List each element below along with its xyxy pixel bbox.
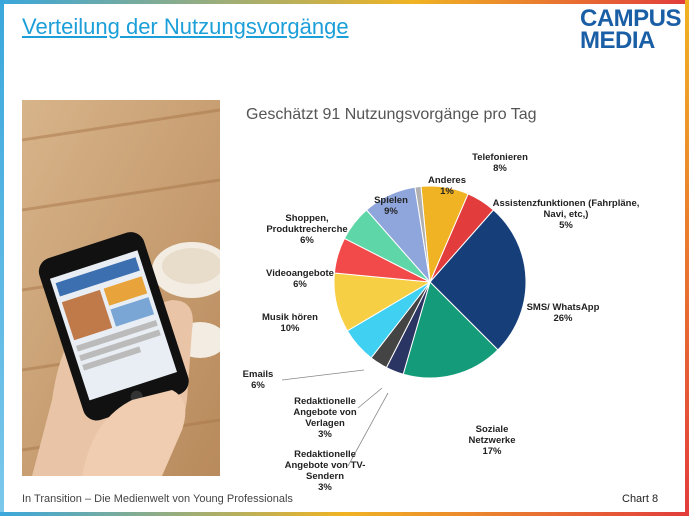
pie-slice-4 — [402, 281, 499, 379]
footer-text: In Transition – Die Medienwelt von Young… — [22, 493, 293, 505]
leader-line-5 — [347, 392, 389, 467]
slice-label-3: SMS/ WhatsApp 26% — [527, 302, 600, 324]
slice-label-1: Telefonieren 8% — [472, 152, 528, 174]
slice-label-5: Redaktionelle Angebote von TV-Sendern 3% — [285, 449, 366, 493]
slice-label-12: Anderes 1% — [428, 175, 466, 197]
logo-line2: MEDIA — [580, 27, 655, 54]
frame-right — [685, 0, 689, 516]
slice-label-6: Redaktionelle Angebote von Verlagen 3% — [293, 396, 357, 440]
logo-line1: CAMPUS — [580, 5, 682, 32]
frame-left — [0, 0, 4, 516]
slice-label-9: Videoangebote 6% — [266, 268, 334, 290]
slice-label-11: Spielen 9% — [374, 195, 408, 217]
smartphone-photo — [22, 100, 220, 476]
slice-label-7: Emails 6% — [243, 369, 274, 391]
page-title: Verteilung der Nutzungsvorgänge — [22, 14, 349, 39]
campus-media-logo: CAMPUS MEDIA — [580, 5, 682, 54]
pie-slice-12 — [414, 185, 431, 283]
slice-label-10: Shoppen, Produktrecherche 6% — [266, 213, 347, 246]
slice-label-8: Musik hören 10% — [262, 312, 318, 334]
chart-subtitle: Geschätzt 91 Nutzungsvorgänge pro Tag — [246, 106, 537, 123]
leader-line-7 — [281, 369, 365, 381]
chart-number: Chart 8 — [622, 493, 659, 505]
slice-label-2: Assistenzfunktionen (Fahrpläne, Navi, etc… — [493, 198, 640, 231]
pie-chart: Telefonieren 8% Assistenzfunktionen (Fahrp… — [243, 152, 640, 493]
frame-top — [0, 0, 689, 4]
pie-slice-3 — [429, 209, 527, 351]
leader-line-6 — [357, 387, 383, 409]
slice-label-4: Soziale Netzwerke 17% — [469, 424, 516, 457]
frame-bottom — [0, 512, 689, 516]
